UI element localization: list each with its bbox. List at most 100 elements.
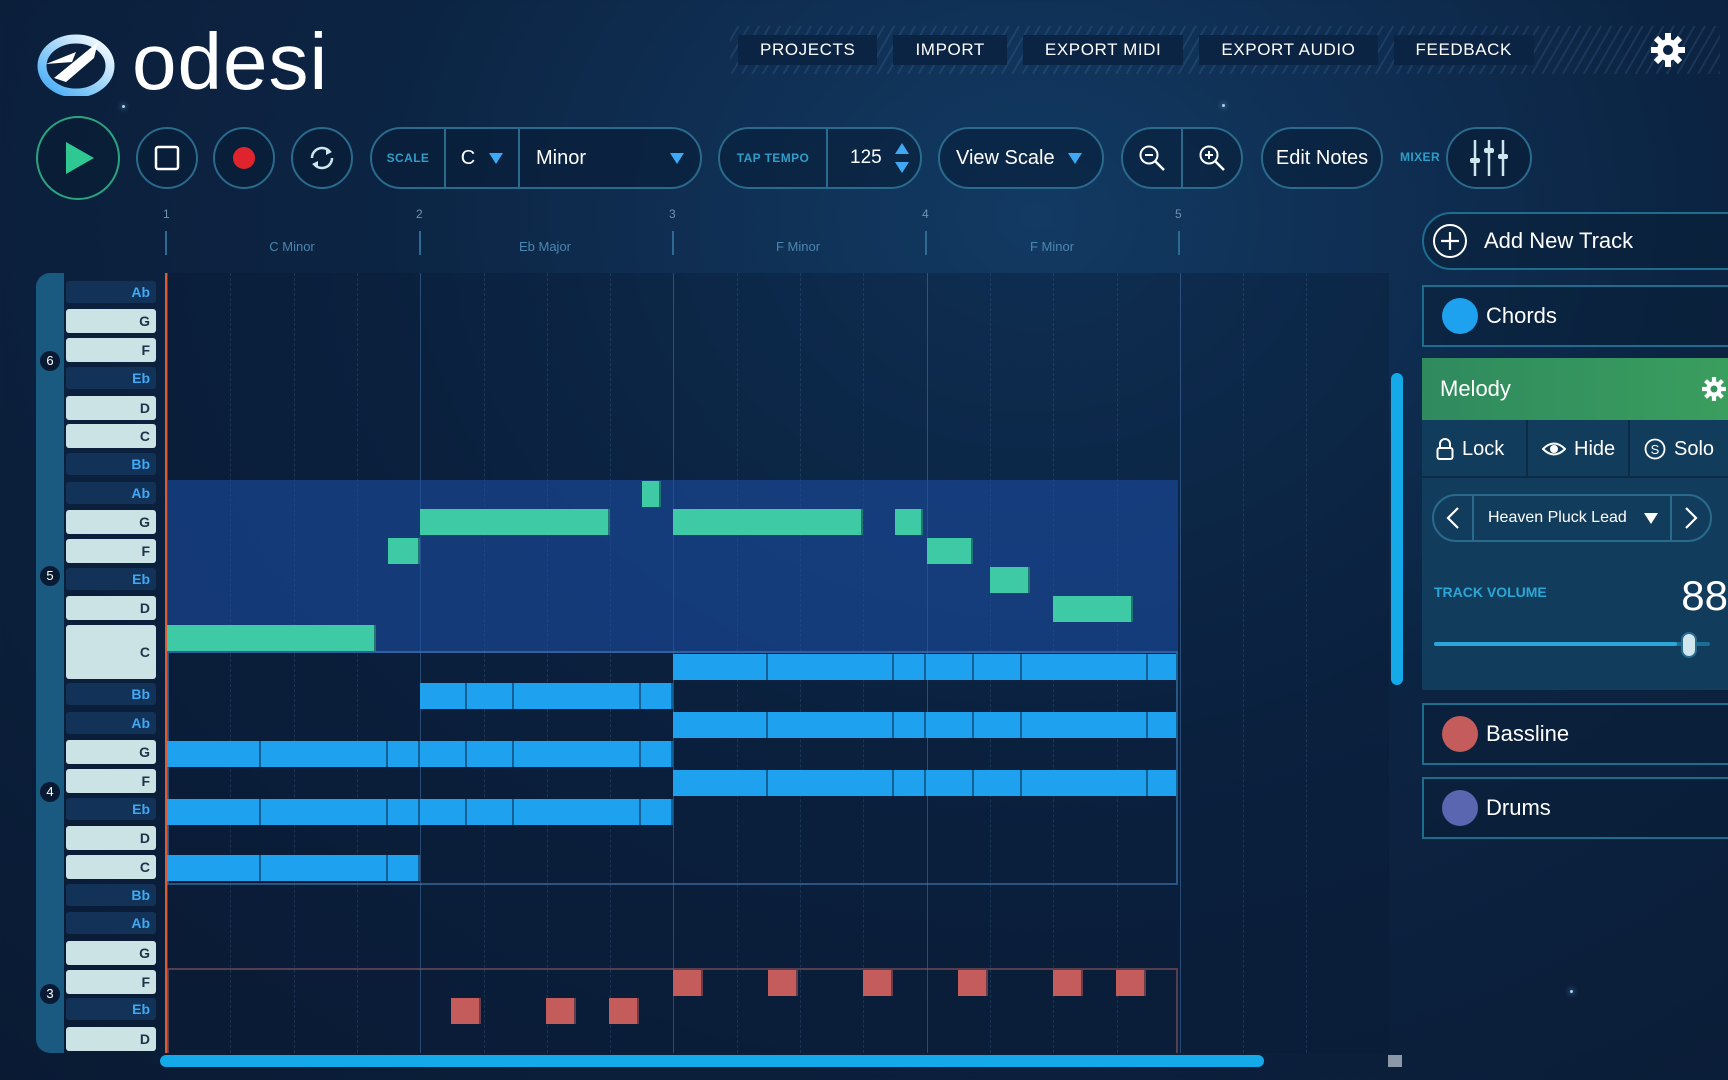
track-melody-header[interactable]: Melody	[1422, 358, 1728, 420]
zoom-in-button[interactable]	[1183, 144, 1241, 172]
chord-note[interactable]	[974, 712, 1022, 738]
edit-notes-button[interactable]: Edit Notes	[1261, 127, 1383, 189]
chord-note[interactable]	[641, 741, 673, 767]
piano-key[interactable]: C	[66, 625, 156, 679]
chord-note[interactable]	[167, 741, 261, 767]
horizontal-scrollbar[interactable]	[160, 1055, 1264, 1067]
chord-note[interactable]	[514, 741, 641, 767]
chord-note[interactable]	[926, 770, 974, 796]
piano-key[interactable]: D	[66, 396, 156, 420]
melody-note[interactable]	[388, 538, 420, 564]
melody-note[interactable]	[1053, 596, 1133, 622]
piano-key[interactable]: C	[66, 424, 156, 448]
chord-note[interactable]	[388, 741, 420, 767]
chord-note[interactable]	[467, 683, 514, 709]
chord-note[interactable]	[261, 855, 388, 881]
piano-key[interactable]: G	[66, 510, 156, 534]
nav-import[interactable]: IMPORT	[893, 35, 1007, 65]
mode-dropdown[interactable]: Minor	[520, 147, 700, 170]
melody-note[interactable]	[167, 625, 376, 651]
piano-key[interactable]: D	[66, 596, 156, 620]
prev-instrument-button[interactable]	[1434, 496, 1474, 540]
chord-note[interactable]	[1148, 654, 1178, 680]
piano-key[interactable]: Bb	[66, 683, 156, 705]
chord-note[interactable]	[1022, 654, 1148, 680]
piano-key[interactable]: F	[66, 338, 156, 362]
chord-note[interactable]	[926, 654, 974, 680]
chord-note[interactable]	[641, 799, 673, 825]
piano-key[interactable]: F	[66, 539, 156, 563]
piano-key[interactable]: Ab	[66, 281, 156, 303]
piano-key[interactable]: Bb	[66, 453, 156, 475]
chord-note[interactable]	[1148, 712, 1178, 738]
zoom-out-button[interactable]	[1123, 144, 1181, 172]
bass-note[interactable]	[958, 970, 988, 996]
stop-button[interactable]	[136, 127, 198, 189]
track-drums[interactable]: Drums	[1422, 777, 1728, 839]
gear-icon[interactable]	[1700, 375, 1728, 403]
mixer-button[interactable]	[1446, 127, 1532, 189]
chord-note[interactable]	[467, 741, 514, 767]
play-button[interactable]	[36, 116, 120, 200]
chord-note[interactable]	[673, 654, 768, 680]
chord-note[interactable]	[974, 654, 1022, 680]
vertical-scrollbar[interactable]	[1391, 373, 1403, 685]
chord-note[interactable]	[420, 741, 467, 767]
piano-key[interactable]: F	[66, 769, 156, 793]
next-instrument-button[interactable]	[1670, 496, 1710, 540]
chord-note[interactable]	[420, 799, 467, 825]
piano-key[interactable]: D	[66, 1027, 156, 1051]
piano-key[interactable]: Bb	[66, 884, 156, 906]
chord-note[interactable]	[894, 712, 926, 738]
chord-note[interactable]	[894, 654, 926, 680]
nav-feedback[interactable]: FEEDBACK	[1393, 35, 1534, 65]
tempo-stepper-icon[interactable]	[894, 141, 910, 175]
chord-note[interactable]	[167, 855, 261, 881]
solo-button[interactable]: S Solo	[1630, 420, 1728, 478]
piano-key[interactable]: Ab	[66, 912, 156, 934]
bass-note[interactable]	[1116, 970, 1146, 996]
melody-note[interactable]	[895, 509, 923, 535]
nav-export-midi[interactable]: EXPORT MIDI	[1022, 35, 1184, 65]
chord-note[interactable]	[1148, 770, 1178, 796]
bass-note[interactable]	[863, 970, 893, 996]
chord-note[interactable]	[467, 799, 514, 825]
chord-note[interactable]	[673, 712, 768, 738]
key-dropdown[interactable]: C	[446, 147, 518, 170]
piano-key[interactable]: F	[66, 970, 156, 994]
piano-key[interactable]: D	[66, 826, 156, 850]
tempo-value[interactable]: 125	[850, 147, 882, 168]
piano-key[interactable]: Ab	[66, 482, 156, 504]
chord-note[interactable]	[388, 855, 420, 881]
chord-note[interactable]	[926, 712, 974, 738]
chord-note[interactable]	[261, 741, 388, 767]
bass-note[interactable]	[768, 970, 798, 996]
track-bassline[interactable]: Bassline	[1422, 703, 1728, 765]
nav-projects[interactable]: PROJECTS	[738, 35, 878, 65]
chord-note[interactable]	[768, 770, 894, 796]
bass-note[interactable]	[609, 998, 639, 1024]
chord-note[interactable]	[894, 770, 926, 796]
piano-key[interactable]: Eb	[66, 367, 156, 389]
chord-note[interactable]	[514, 683, 641, 709]
instrument-dropdown[interactable]: Heaven Pluck Lead	[1474, 509, 1670, 527]
track-chords[interactable]: Chords	[1422, 285, 1728, 347]
chord-note[interactable]	[261, 799, 388, 825]
piano-key[interactable]: G	[66, 740, 156, 764]
gear-icon[interactable]	[1648, 30, 1688, 70]
piano-key[interactable]: Eb	[66, 998, 156, 1020]
lock-button[interactable]: Lock	[1422, 420, 1526, 478]
chord-note[interactable]	[514, 799, 641, 825]
chord-note[interactable]	[1022, 770, 1148, 796]
piano-roll-grid[interactable]	[167, 273, 1389, 1053]
chord-note[interactable]	[167, 799, 261, 825]
bass-note[interactable]	[673, 970, 703, 996]
loop-button[interactable]	[291, 127, 353, 189]
piano-key[interactable]: Eb	[66, 798, 156, 820]
nav-export-audio[interactable]: EXPORT AUDIO	[1199, 35, 1378, 65]
bass-note[interactable]	[1053, 970, 1083, 996]
piano-key[interactable]: G	[66, 309, 156, 333]
chord-note[interactable]	[641, 683, 673, 709]
chord-note[interactable]	[974, 770, 1022, 796]
chord-note[interactable]	[1022, 712, 1148, 738]
